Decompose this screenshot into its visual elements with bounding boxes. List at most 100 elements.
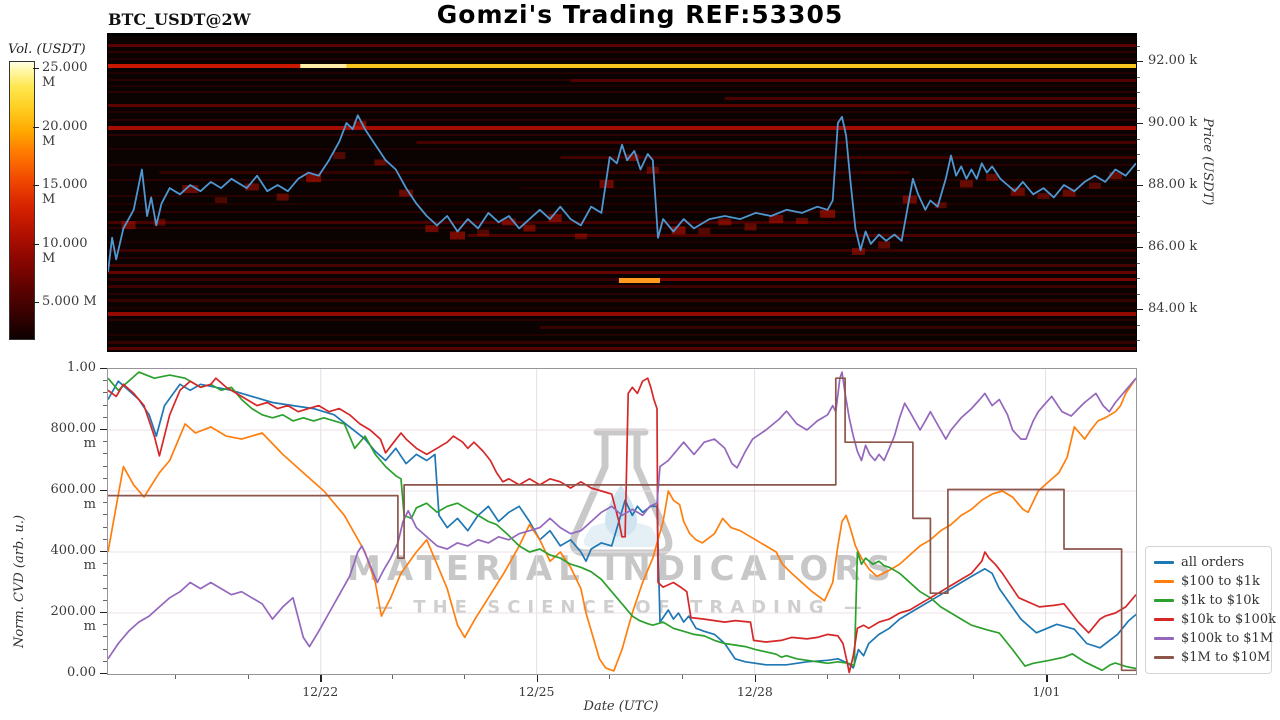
liquidity-row	[108, 299, 1136, 302]
date-tick	[1046, 675, 1048, 682]
date-tick	[536, 675, 538, 682]
liquidity-row	[108, 148, 1136, 150]
date-tick-label: 1/01	[1032, 684, 1061, 699]
cvd-minor-tick	[103, 465, 107, 467]
cvd-minor-tick	[103, 404, 107, 406]
volume-blob	[353, 121, 367, 130]
price-minor-tick	[1136, 76, 1140, 78]
volume-blob	[374, 159, 387, 166]
volume-blob	[1037, 193, 1050, 200]
liquidity-row	[108, 79, 571, 81]
watermark-title: MATERIAL INDICATORS	[347, 549, 897, 589]
price-minor-tick	[1136, 154, 1140, 155]
legend-swatch	[1154, 561, 1174, 564]
cvd-tick	[100, 429, 107, 431]
colorbar-tick	[33, 302, 39, 304]
volume-blob	[182, 185, 199, 193]
volume-blob	[1062, 189, 1076, 197]
date-tick	[754, 675, 757, 682]
liquidity-row	[346, 64, 1136, 68]
legend-swatch	[1154, 618, 1174, 621]
cvd-series--1k-to-10k	[108, 371, 1136, 672]
liquidity-row	[108, 72, 1136, 74]
cvd-minor-tick	[103, 441, 107, 443]
liquidity-row	[108, 91, 1136, 93]
volume-blob	[121, 221, 136, 230]
liquidity-row	[416, 141, 1136, 144]
legend-label: all orders	[1181, 555, 1245, 570]
liquidity-row	[108, 249, 1136, 252]
volume-blob	[718, 218, 732, 226]
colorbar-tick	[33, 243, 39, 245]
liquidity-row	[108, 195, 1136, 197]
price-tick	[1136, 247, 1143, 249]
cvd-minor-tick	[103, 599, 107, 601]
volume-blob	[548, 213, 562, 222]
liquidity-row	[108, 271, 1136, 274]
volume-blob	[795, 217, 808, 224]
liquidity-row	[300, 64, 347, 68]
liquidity-row	[108, 134, 1136, 136]
price-minor-tick	[1136, 262, 1140, 264]
liquidity-row	[618, 278, 661, 283]
date-minor-tick	[392, 675, 394, 679]
volume-blob	[769, 214, 784, 223]
liquidity-row	[108, 126, 1136, 130]
colorbar-tick	[33, 185, 39, 187]
volume-blob	[523, 224, 536, 232]
colorbar-tick-label: 10.000 M	[42, 235, 88, 266]
volume-blob	[625, 154, 639, 162]
cvd-minor-tick	[103, 624, 107, 626]
liquidity-row	[108, 111, 1136, 113]
price-minor-tick	[1136, 45, 1140, 47]
volume-blob	[820, 209, 836, 218]
price-tick	[1136, 61, 1143, 63]
date-minor-tick	[826, 675, 828, 679]
liquidity-row	[108, 58, 1136, 60]
legend-swatch	[1154, 599, 1174, 602]
cvd-minor-tick	[103, 514, 107, 516]
price-tick-label: 92.00 k	[1148, 53, 1198, 68]
cvd-minor-tick	[103, 502, 107, 504]
volume-blob	[244, 183, 259, 191]
cvd-series-all-orders	[108, 380, 1136, 669]
cvd-tick-label: 400.00 m	[50, 543, 97, 573]
volume-blob	[153, 218, 166, 226]
price-minor-tick	[1136, 340, 1140, 341]
colorbar-tick	[33, 68, 39, 70]
date-minor-tick	[973, 675, 975, 679]
liquidity-row	[519, 187, 1136, 189]
price-tick-label: 86.00 k	[1148, 239, 1198, 254]
price-tick-label: 90.00 k	[1148, 115, 1198, 130]
price-minor-tick	[1136, 200, 1140, 202]
liquidity-row	[108, 64, 301, 68]
cvd-tick-label: 800.00 m	[50, 421, 97, 451]
liquidity-row	[108, 203, 1136, 205]
date-minor-tick	[681, 675, 683, 679]
price-minor-tick	[1136, 278, 1140, 279]
cvd-series--1m-to-10m	[108, 377, 1136, 672]
cvd-tick	[100, 490, 107, 492]
volume-blob	[744, 223, 757, 231]
legend-swatch	[1154, 637, 1174, 640]
volume-blob	[306, 174, 322, 183]
volume-blob	[276, 193, 289, 201]
cvd-tick-label: 0.00	[67, 665, 96, 680]
liquidity-row	[108, 51, 1136, 53]
date-axis-label: Date (UTC)	[583, 699, 659, 714]
liquidity-row	[108, 347, 1136, 350]
cvd-series--10k-to-100k	[108, 377, 1136, 674]
legend-item: $100 to $1k	[1154, 572, 1263, 591]
cvd-minor-tick	[103, 392, 107, 394]
liquidity-row	[108, 341, 1136, 344]
price-minor-tick	[1136, 107, 1140, 109]
price-minor-tick	[1136, 92, 1140, 93]
date-minor-tick	[248, 675, 250, 679]
liquidity-row	[108, 85, 1136, 87]
volume-blob	[878, 241, 891, 249]
colorbar-tick-label: 15.000 M	[42, 177, 88, 207]
price-tick-label: 88.00 k	[1148, 177, 1198, 192]
volume-blob	[1010, 187, 1025, 196]
liquidity-row	[660, 278, 1136, 281]
price-line	[108, 114, 1136, 272]
